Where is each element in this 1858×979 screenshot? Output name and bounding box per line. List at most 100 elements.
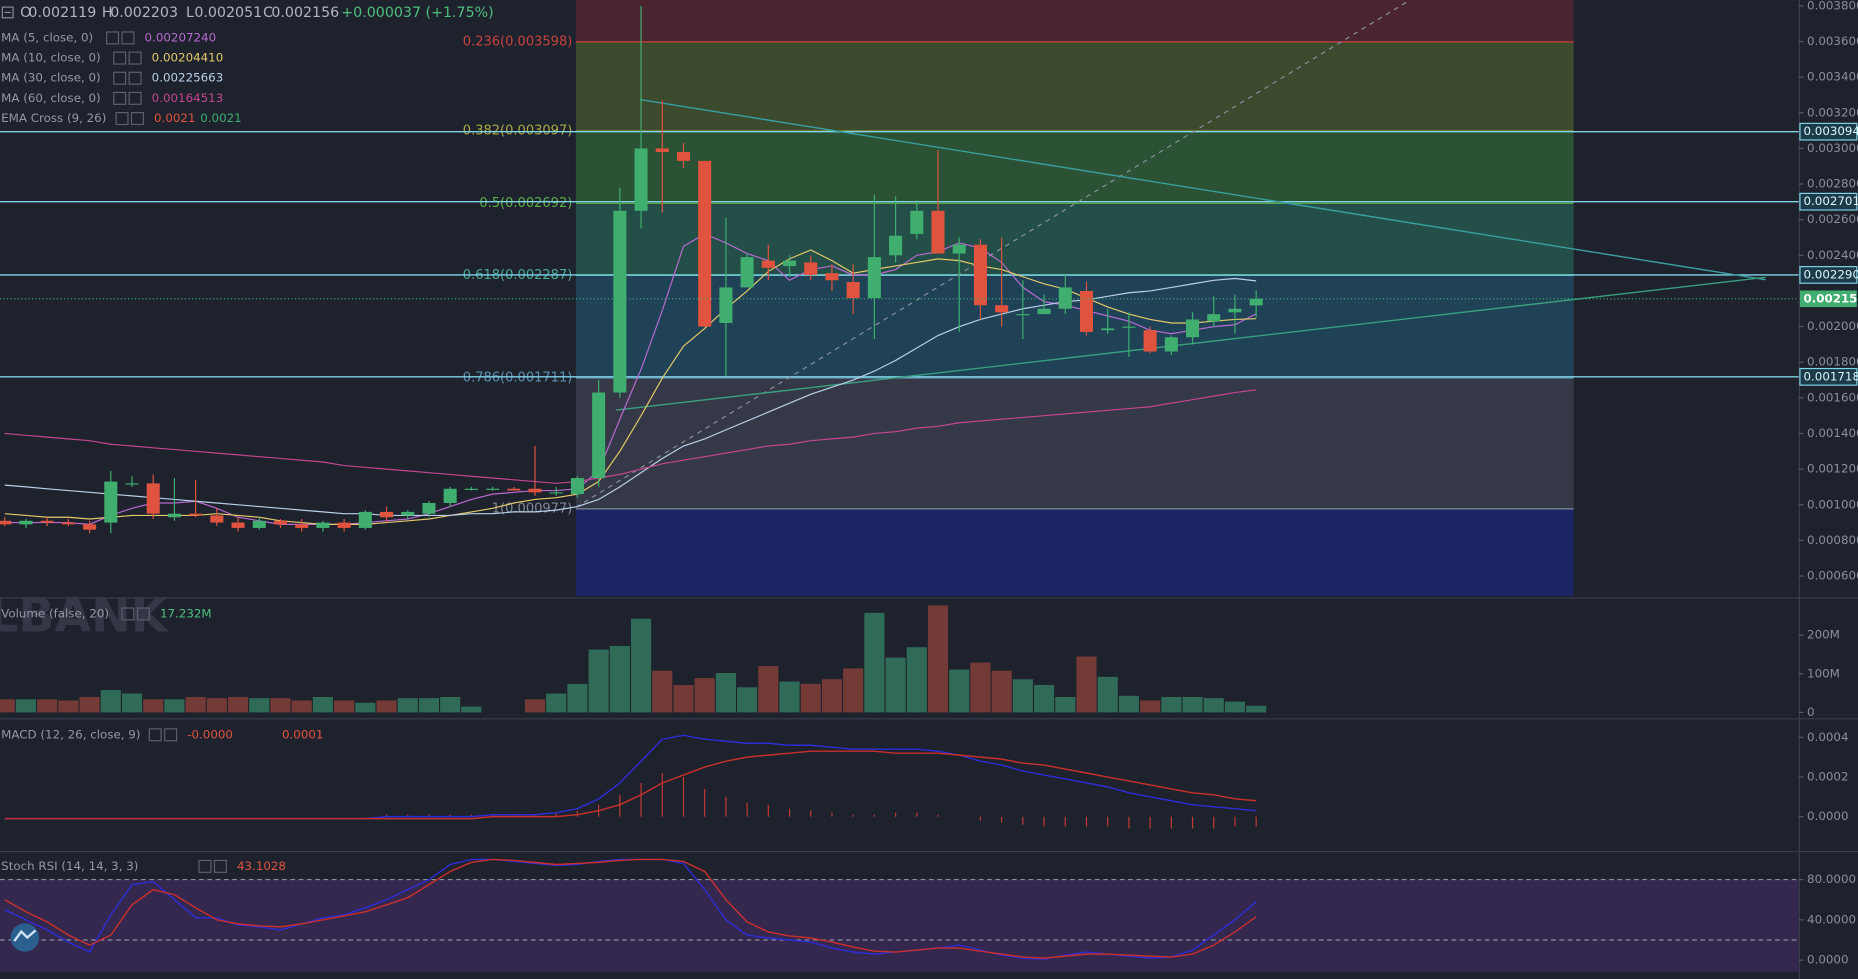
y-tick-label: 0.000600 <box>1807 569 1858 583</box>
volume-bar <box>567 683 588 713</box>
volume-bar <box>58 700 79 713</box>
candle-body <box>698 160 712 327</box>
candle-body <box>1207 314 1221 322</box>
volume-bar <box>652 670 673 713</box>
settings-icon[interactable] <box>115 112 129 126</box>
volume-bar <box>524 699 546 713</box>
y-tick-label: 0.001000 <box>1807 497 1858 511</box>
y-tick-label: 200M <box>1807 628 1840 642</box>
candle-body <box>61 522 75 525</box>
volume-bar <box>376 700 397 713</box>
candle-body <box>825 273 839 281</box>
candle-body <box>167 513 181 518</box>
collapse-icon[interactable] <box>1 6 14 19</box>
settings-icon[interactable] <box>106 31 120 45</box>
candle-body <box>655 148 669 152</box>
trend-line[interactable] <box>616 276 1766 411</box>
indicator-name[interactable]: Volume (false, 20) <box>1 606 109 620</box>
indicator-name[interactable]: EMA Cross (9, 26) <box>1 111 106 125</box>
indicator-name[interactable]: MA (10, close, 0) <box>1 51 100 65</box>
volume-bar <box>885 657 906 713</box>
volume-bar <box>864 612 885 713</box>
settings-icon[interactable] <box>148 728 162 742</box>
fib-zone <box>575 131 1574 204</box>
candle-body <box>464 488 478 490</box>
indicator-name[interactable]: MACD (12, 26, close, 9) <box>1 727 140 741</box>
volume-bar <box>143 699 164 713</box>
candle-body <box>995 305 1009 313</box>
volume-bar <box>0 699 15 713</box>
candle-body <box>676 151 690 161</box>
candle-body <box>931 210 945 254</box>
indicator-name[interactable]: Stoch RSI (14, 14, 3, 3) <box>1 859 138 873</box>
candle-body <box>252 520 266 528</box>
indicator-name[interactable]: MA (60, close, 0) <box>1 91 100 105</box>
candle-body <box>952 244 966 254</box>
y-tick-label: 0.0000 <box>1807 953 1848 967</box>
candle-body <box>189 513 203 516</box>
ohlc-key: C <box>263 5 273 21</box>
macd-line <box>4 750 1257 820</box>
fib-label: 0.5(0.002692) <box>479 196 572 211</box>
indicator-name[interactable]: MA (30, close, 0) <box>1 71 100 85</box>
remove-icon[interactable] <box>128 91 142 105</box>
volume-bar <box>800 683 821 713</box>
axis-label: 0.003094 <box>1803 124 1858 138</box>
remove-icon[interactable] <box>128 51 142 65</box>
y-tick-label: 0.003800 <box>1807 0 1858 12</box>
candle-body <box>401 511 415 516</box>
indicator-name[interactable]: MA (5, close, 0) <box>1 30 93 44</box>
axis-label-box <box>1799 266 1858 284</box>
logo-icon[interactable] <box>10 923 40 952</box>
candle-body <box>0 520 12 525</box>
candle-body <box>422 502 436 514</box>
volume-bar <box>164 699 185 713</box>
trend-line[interactable] <box>575 0 1411 508</box>
remove-icon[interactable] <box>136 607 150 621</box>
fib-label: 0.236(0.003598) <box>463 34 573 49</box>
volume-bar <box>1033 685 1055 713</box>
indicator-value: 0.00225663 <box>152 71 224 85</box>
volume-bar <box>758 666 779 713</box>
candle-body <box>592 392 606 479</box>
candle-body <box>1186 319 1200 338</box>
volume-bar <box>15 699 37 713</box>
y-tick-label: 0.000800 <box>1807 533 1858 547</box>
candle-body <box>295 524 309 528</box>
remove-icon[interactable] <box>130 112 144 126</box>
trend-line[interactable] <box>639 98 1766 281</box>
y-tick-label: 0.003400 <box>1807 70 1858 84</box>
settings-icon[interactable] <box>113 91 127 105</box>
volume-bar <box>121 693 143 713</box>
candle-body <box>528 488 542 493</box>
remove-icon[interactable] <box>213 859 227 873</box>
volume-bar <box>37 699 58 713</box>
indicator-value: 0.00207240 <box>145 30 217 44</box>
candle-body <box>125 483 139 485</box>
candle-body <box>1101 328 1115 331</box>
remove-icon[interactable] <box>121 31 135 45</box>
remove-icon[interactable] <box>164 728 178 742</box>
volume-bar <box>927 605 949 713</box>
y-tick-label: 0.001600 <box>1807 390 1858 404</box>
volume-bar <box>79 696 100 713</box>
candle-body <box>19 520 33 525</box>
volume-bar <box>1224 701 1246 713</box>
remove-icon[interactable] <box>128 71 142 85</box>
indicator-value: 0.00164513 <box>152 91 224 105</box>
settings-icon[interactable] <box>121 607 135 621</box>
candle-body <box>783 260 797 267</box>
candle-body <box>273 520 287 525</box>
volume-bar <box>249 698 270 713</box>
volume-bar <box>1182 696 1203 713</box>
candle-body <box>1016 314 1030 316</box>
stoch-line <box>4 858 1257 959</box>
settings-icon[interactable] <box>198 859 212 873</box>
volume-bar <box>694 678 715 713</box>
candle-body <box>1037 308 1051 315</box>
settings-icon[interactable] <box>113 51 127 65</box>
settings-icon[interactable] <box>113 71 127 85</box>
volume-bar <box>461 706 482 713</box>
